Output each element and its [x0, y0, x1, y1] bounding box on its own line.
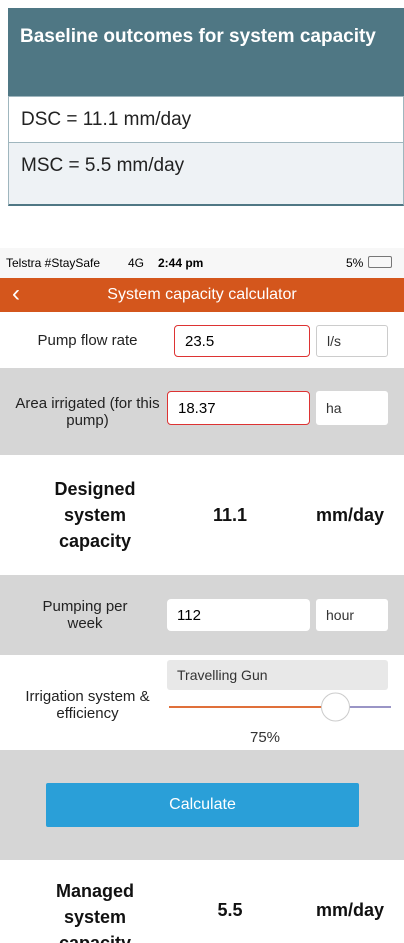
unit-select[interactable]: ha [316, 391, 388, 425]
managed-row: Managed system capacity 5.5 mm/day [0, 860, 404, 943]
status-bar: Telstra #StaySafe 4G 2:44 pm 5% [0, 248, 404, 278]
slider[interactable] [165, 691, 395, 727]
carrier: Telstra #StaySafe [6, 256, 100, 270]
app-title: System capacity calculator [0, 286, 404, 304]
area-row: Area irrigated (for this pump) 18.37 ha [0, 368, 404, 455]
unit-select[interactable]: l/s [316, 325, 388, 357]
battery-icon [368, 256, 392, 268]
field-label: Area irrigated (for this pump) [10, 368, 165, 455]
pumping-row: Pumping per week 112 hour [0, 575, 404, 655]
irrigation-row: Irrigation system & efficiency Travellin… [0, 655, 404, 750]
slider-thumb[interactable] [322, 693, 350, 721]
system-select[interactable]: Travelling Gun [167, 660, 388, 690]
result-unit: mm/day [300, 455, 400, 575]
text-input[interactable]: 18.37 [167, 391, 310, 425]
calculate-button[interactable]: Calculate [46, 783, 359, 827]
field-label: Pump flow rate [10, 312, 165, 368]
result-value: 11.1 [195, 455, 265, 575]
button-row: Calculate [0, 750, 404, 860]
battery: 5% [346, 256, 363, 270]
field-label: Pumping per week [30, 575, 140, 655]
slider-label: 75% [250, 729, 280, 746]
result-unit: mm/day [300, 860, 400, 943]
time: 2:44 pm [158, 256, 203, 270]
text-input[interactable]: 23.5 [174, 325, 310, 357]
result-row: MSC = 5.5 mm/day [8, 142, 404, 206]
network: 4G [128, 256, 144, 270]
pump-row: Pump flow rate 23.5 l/s [0, 312, 404, 368]
designed-row: Designed system capacity 11.1 mm/day [0, 455, 404, 575]
field-label: Irrigation system & efficiency [15, 675, 160, 735]
card-title: Baseline outcomes for system capacity [8, 8, 404, 96]
result-row: DSC = 11.1 mm/day [8, 96, 404, 143]
result-label: Designed system capacity [40, 455, 150, 575]
result-label: Managed system capacity [40, 878, 150, 943]
result-value: 5.5 [195, 860, 265, 943]
page: Baseline outcomes for system capacity DS… [0, 0, 404, 943]
app-header: ‹ System capacity calculator [0, 278, 404, 312]
unit-select[interactable]: hour [316, 599, 388, 631]
text-input[interactable]: 112 [167, 599, 310, 631]
